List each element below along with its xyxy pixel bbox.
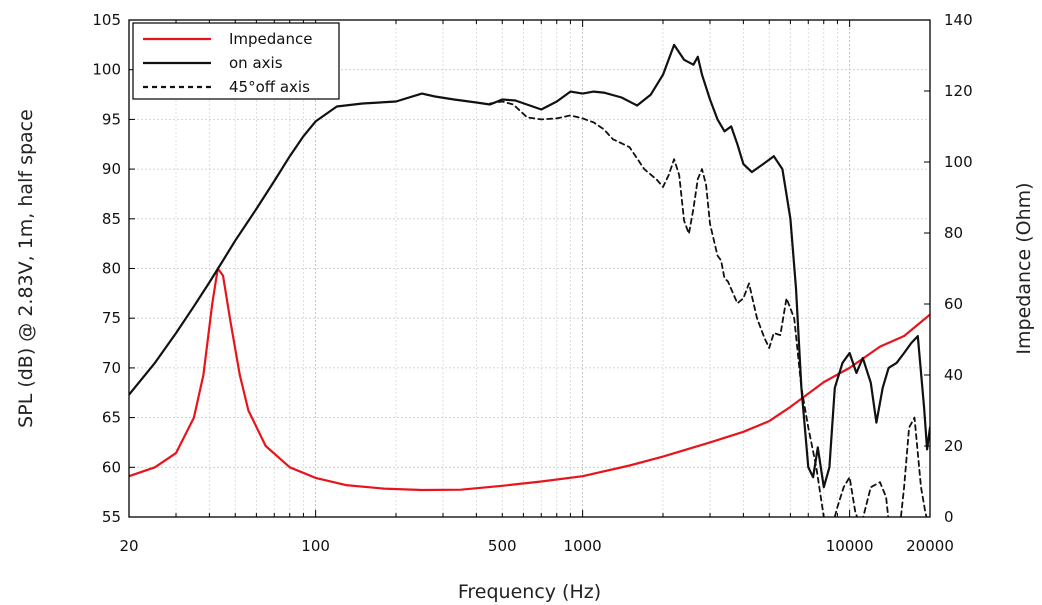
y-left-tick-label: 100: [92, 61, 121, 79]
legend-label: 45°off axis: [229, 78, 310, 96]
y-left-tick-label: 75: [102, 309, 121, 327]
y-left-tick-label: 55: [102, 508, 121, 526]
y-left-tick-label: 80: [102, 260, 121, 278]
x-tick-label: 20: [119, 537, 138, 555]
y-left-tick-label: 60: [102, 458, 121, 476]
y-right-tick-label: 40: [944, 366, 963, 384]
ticks: 20 100 500 1000 10000 20000556065707580859095…: [92, 11, 972, 555]
x-tick-label: 100: [301, 537, 330, 555]
y-left-tick-label: 105: [92, 11, 121, 29]
x-axis-title: Frequency (Hz): [458, 581, 601, 603]
x-tick-label: 10000: [826, 537, 874, 555]
x-tick-label: 1000: [564, 537, 602, 555]
y-left-tick-label: 90: [102, 160, 121, 178]
y-right-tick-label: 100: [944, 153, 973, 171]
y-left-tick-label: 85: [102, 210, 121, 228]
series-line-45-off-axis: [489, 100, 928, 517]
y-right-tick-label: 80: [944, 224, 963, 242]
series-line-on-axis: [129, 43, 930, 489]
legend-label: on axis: [229, 54, 283, 72]
y-axis-right-title: Impedance (Ohm): [1013, 182, 1035, 354]
series-layer: [129, 43, 930, 517]
y-right-tick-label: 140: [944, 11, 973, 29]
y-right-tick-label: 0: [944, 508, 954, 526]
x-tick-label: 500: [488, 537, 517, 555]
y-left-tick-label: 65: [102, 409, 121, 427]
y-axis-left-title: SPL (dB) @ 2.83V, 1m, half space: [15, 109, 37, 428]
series-line-impedance: [129, 267, 930, 492]
legend-box: [132, 22, 340, 100]
y-right-tick-label: 20: [944, 437, 963, 455]
y-left-tick-label: 95: [102, 110, 121, 128]
y-right-tick-label: 60: [944, 295, 963, 313]
x-tick-label: 20000: [906, 537, 954, 555]
legend: Impedance on axis 45°off axis: [132, 22, 340, 100]
y-left-tick-label: 70: [102, 359, 121, 377]
y-right-tick-label: 120: [944, 82, 973, 100]
legend-label: Impedance: [229, 30, 312, 48]
grid: [129, 20, 930, 517]
